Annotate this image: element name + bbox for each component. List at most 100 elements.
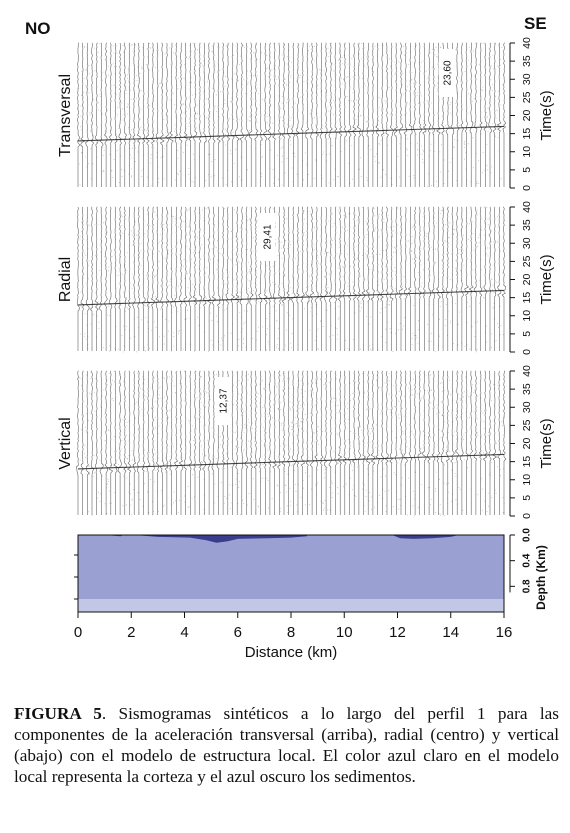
seismic-trace <box>109 206 113 351</box>
seismic-trace <box>379 206 384 351</box>
seismic-trace <box>253 370 258 515</box>
seismic-trace <box>132 370 136 515</box>
time-tick-label: 0 <box>521 185 533 191</box>
seismic-trace <box>235 370 238 515</box>
sediment-layer <box>133 535 307 543</box>
seismic-trace <box>75 370 79 515</box>
seismic-trace <box>281 370 286 515</box>
seismogram-noise <box>78 370 505 517</box>
seismic-trace <box>456 42 460 187</box>
time-tick-label: 40 <box>521 37 533 49</box>
seismic-trace <box>164 370 169 515</box>
seismic-trace <box>450 370 455 515</box>
seismic-trace <box>459 370 464 515</box>
basement-layer <box>78 599 504 612</box>
seismic-trace <box>137 206 140 351</box>
seismic-trace <box>114 42 118 187</box>
seismic-trace <box>259 370 262 515</box>
seismic-trace <box>482 370 488 515</box>
seismic-trace <box>128 206 131 351</box>
seismic-trace <box>348 206 352 351</box>
seismic-trace <box>230 42 235 187</box>
seismic-trace <box>126 370 132 515</box>
seismic-trace <box>183 42 189 187</box>
time-tick-label: 10 <box>521 474 533 486</box>
seismic-trace <box>398 206 403 351</box>
seismic-trace <box>497 370 502 515</box>
distance-tick-label: 0 <box>74 624 82 641</box>
seismic-trace <box>488 370 492 515</box>
seismic-trace <box>314 370 318 515</box>
seismic-trace <box>468 206 474 351</box>
seismic-trace <box>338 42 343 187</box>
distance-tick-label: 6 <box>234 624 242 641</box>
seismic-trace <box>77 42 81 187</box>
seismogram-panel-vertical: 12,37 0 5 10 15 20 25 30 35 40 Time(s) Vertical <box>57 365 555 519</box>
seismic-trace <box>456 206 458 351</box>
seismic-trace <box>277 206 282 351</box>
time-tick-label: 0 <box>521 349 533 355</box>
component-label: Radial <box>57 257 74 302</box>
seismic-trace <box>268 370 272 515</box>
seismic-trace <box>375 42 380 187</box>
seismogram-panel-radial: 29,41 0 5 10 15 20 25 30 35 40 Time(s) Radial <box>57 201 555 355</box>
seismic-trace <box>277 370 281 515</box>
seismic-trace <box>159 42 165 187</box>
seismic-trace <box>431 370 436 515</box>
seismic-trace <box>94 206 99 351</box>
seismic-trace <box>469 370 474 515</box>
seismic-trace <box>305 370 309 515</box>
seismic-trace <box>328 206 333 351</box>
seismic-trace <box>99 206 103 351</box>
seismic-trace <box>291 206 296 351</box>
distance-tick-label: 16 <box>496 624 513 641</box>
seismic-trace <box>356 42 361 187</box>
seismic-trace <box>460 42 464 187</box>
seismic-trace <box>278 42 281 187</box>
seismic-trace <box>469 42 474 187</box>
seismic-trace <box>333 206 338 351</box>
seismic-trace <box>178 206 183 351</box>
seismic-trace <box>254 42 259 187</box>
depth-tick-label: 0.8 <box>522 579 533 593</box>
corner-label-no: NO <box>25 19 51 38</box>
seismic-trace <box>230 206 235 351</box>
seismic-trace <box>202 370 207 515</box>
time-tick-label: 25 <box>521 91 533 103</box>
seismic-trace <box>281 206 287 351</box>
seismic-trace <box>478 370 483 515</box>
time-axis-label: Time(s) <box>538 418 555 468</box>
time-tick-label: 40 <box>521 365 533 377</box>
seismic-trace <box>108 370 114 515</box>
seismic-trace <box>492 370 498 515</box>
seismic-trace <box>305 42 310 187</box>
seismic-trace <box>370 370 376 515</box>
distance-tick-label: 2 <box>127 624 135 641</box>
seismic-trace <box>337 370 343 515</box>
seismic-trace <box>90 42 95 187</box>
seismic-trace <box>188 42 193 187</box>
seismic-trace <box>502 42 507 187</box>
seismic-trace <box>118 42 122 187</box>
seismic-trace <box>202 206 207 351</box>
seismic-trace <box>155 42 159 187</box>
seismic-trace <box>431 42 435 187</box>
seismic-trace <box>118 206 121 351</box>
seismic-trace <box>413 42 416 187</box>
seismic-trace <box>419 42 422 187</box>
seismic-trace <box>366 370 371 515</box>
seismic-trace <box>296 206 300 351</box>
seismic-trace <box>319 206 324 351</box>
seismic-trace <box>178 42 183 187</box>
seismic-trace <box>445 206 449 351</box>
seismic-trace <box>104 206 108 351</box>
seismic-trace <box>203 42 207 187</box>
seismic-trace <box>80 206 85 351</box>
seismic-trace <box>483 206 487 351</box>
time-tick-label: 30 <box>521 237 533 249</box>
seismic-trace <box>483 42 488 187</box>
seismogram-panel-transversal: 23,60 0 5 10 15 20 25 30 35 40 Time(s) Transversal <box>57 37 555 191</box>
seismic-trace <box>427 42 432 187</box>
seismic-trace <box>114 206 118 351</box>
seismic-trace <box>91 370 95 515</box>
